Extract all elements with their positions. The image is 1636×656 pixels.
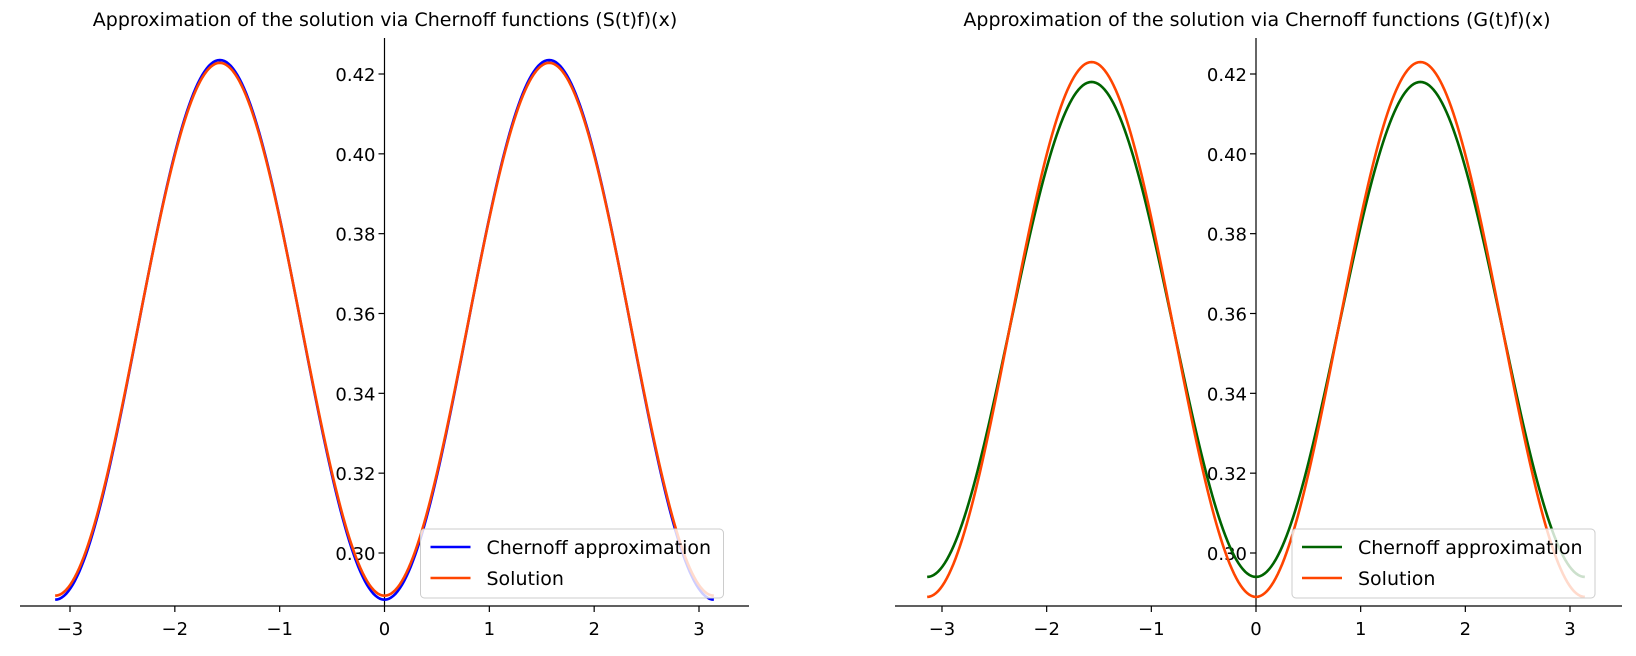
legend-label: Chernoff approximation bbox=[487, 537, 712, 559]
x-tick-label: −1 bbox=[1138, 619, 1165, 640]
y-tick-label: 0.32 bbox=[1207, 464, 1247, 485]
x-tick-label: 1 bbox=[1355, 619, 1366, 640]
x-tick-label: 1 bbox=[484, 619, 495, 640]
x-tick-label: 0 bbox=[1250, 619, 1261, 640]
chart-2: Approximation of the solution via Cherno… bbox=[895, 9, 1622, 640]
chart-1: Approximation of the solution via Cherno… bbox=[20, 9, 749, 640]
chart-title: Approximation of the solution via Cherno… bbox=[963, 9, 1550, 31]
y-tick-label: 0.32 bbox=[335, 464, 375, 485]
x-tick-label: 2 bbox=[588, 619, 599, 640]
series-line-solution bbox=[55, 61, 714, 598]
x-tick-label: −3 bbox=[929, 619, 956, 640]
y-tick-label: 0.34 bbox=[1207, 384, 1247, 405]
legend: Chernoff approximation Solution bbox=[1291, 528, 1596, 599]
x-tick-label: 3 bbox=[693, 619, 704, 640]
legend-label: Solution bbox=[487, 568, 564, 590]
y-tick-label: 0.40 bbox=[1207, 145, 1247, 166]
x-tick-label: 2 bbox=[1460, 619, 1471, 640]
legend: Chernoff approximation Solution bbox=[420, 528, 724, 599]
x-tick-label: −3 bbox=[57, 619, 84, 640]
y-tick-label: 0.42 bbox=[335, 65, 375, 86]
x-tick-label: 0 bbox=[379, 619, 390, 640]
x-tick-label: −1 bbox=[266, 619, 293, 640]
legend-box bbox=[420, 528, 724, 599]
y-tick-label: 0.36 bbox=[335, 305, 375, 326]
series-line-solution bbox=[927, 60, 1585, 599]
series-line-approximation bbox=[927, 80, 1585, 579]
x-tick-label: −2 bbox=[1033, 619, 1060, 640]
y-tick-label: 0.38 bbox=[1207, 225, 1247, 246]
legend-box bbox=[1291, 528, 1596, 599]
y-tick-label: 0.42 bbox=[1207, 65, 1247, 86]
y-tick-label: 0.40 bbox=[335, 145, 375, 166]
legend-label: Solution bbox=[1358, 568, 1435, 590]
y-tick-label: 0.36 bbox=[1207, 305, 1247, 326]
x-tick-label: 3 bbox=[1564, 619, 1575, 640]
legend-label: Chernoff approximation bbox=[1358, 537, 1583, 559]
x-tick-label: −2 bbox=[162, 619, 189, 640]
y-tick-label: 0.38 bbox=[335, 225, 375, 246]
y-tick-label: 0.34 bbox=[335, 384, 375, 405]
chart-title: Approximation of the solution via Cherno… bbox=[93, 9, 677, 31]
